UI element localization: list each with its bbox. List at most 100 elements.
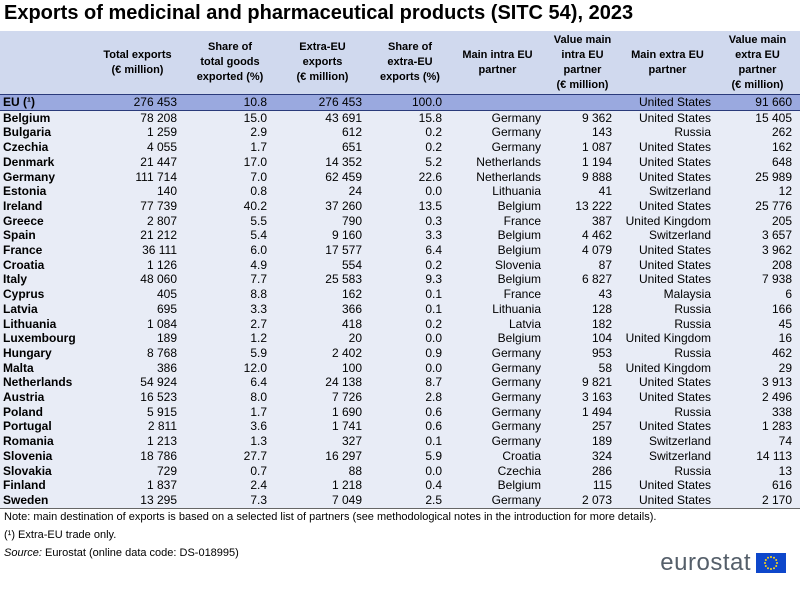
- table-cell: 2 170: [715, 492, 800, 509]
- table-row: Poland 5 915 1.7 1 690 0.6 Germany 1 494 Russia…: [0, 404, 800, 420]
- table-cell: 7 726: [331, 390, 362, 405]
- table-cell: 8.0: [250, 390, 267, 405]
- row-label-cell: Poland: [3, 404, 44, 419]
- row-label-cell: France: [3, 243, 43, 258]
- table-cell: Belgium: [497, 331, 541, 346]
- table-cell: 1.2: [250, 331, 267, 346]
- table-row: Lithuania 1 084 2.7 418 0.2 Latvia 182 Russia 45: [0, 316, 800, 332]
- table-cell: 14 352: [325, 154, 362, 169]
- eu-stars-icon: [764, 556, 778, 570]
- table-cell: 6.4: [250, 375, 267, 390]
- table-cell: 0.4: [425, 478, 442, 493]
- table-cell: 27.7: [243, 448, 267, 463]
- table-cell: 286: [591, 463, 612, 478]
- table-cell: 3 913: [761, 375, 792, 390]
- table-cell: 5.4: [250, 228, 267, 243]
- table-cell: 9 821: [581, 375, 612, 390]
- table-cell: 0.0: [425, 331, 442, 346]
- table-row: Germany 111 714 7.0 62 459 22.6 Netherlands 9 …: [0, 169, 800, 185]
- column-header: Value main extra EU partner (€ million): [715, 31, 800, 95]
- table-row: France 36 111 6.0 17 577 6.4 Belgium 4 079 Unit…: [0, 243, 800, 258]
- table-cell: Germany: [491, 375, 541, 390]
- table-cell: 45: [778, 316, 792, 331]
- table-cell: 0.2: [425, 316, 442, 331]
- table-cell: Lithuania: [492, 301, 541, 316]
- table-cell: Switzerland: [648, 448, 711, 463]
- table-cell: 87: [598, 257, 612, 272]
- table-cell: 790: [341, 213, 362, 228]
- table-cell: Germany: [491, 125, 541, 140]
- table-cell: Germany: [491, 360, 541, 375]
- table-cell: 0.8: [250, 184, 267, 199]
- table-cell: 21 212: [140, 228, 177, 243]
- eu-star: [767, 556, 769, 559]
- table-cell: United States: [638, 169, 711, 184]
- table-cell: 40.2: [243, 198, 267, 213]
- table-cell: 18 786: [140, 448, 177, 463]
- table-cell: 74: [778, 434, 792, 449]
- eu-star: [770, 568, 772, 570]
- footnote: (¹) Extra-EU trade only.: [4, 529, 117, 541]
- table-cell: 9 160: [331, 228, 362, 243]
- source-text: Eurostat (online data code: DS-018995): [41, 547, 239, 559]
- table-cell: 10.8: [185, 94, 275, 111]
- table-cell: 17 577: [325, 243, 362, 258]
- table-cell: 78 208: [140, 110, 177, 125]
- table-row: Latvia 695 3.3 366 0.1 Lithuania 128 Russia 166: [0, 301, 800, 317]
- table-cell: [450, 94, 545, 111]
- table-cell: Belgium: [497, 198, 541, 213]
- table-cell: 1 259: [146, 125, 177, 140]
- table-cell: 327: [341, 434, 362, 449]
- eurostat-logo: eurostat: [660, 549, 786, 577]
- table-row: Finland 1 837 2.4 1 218 0.4 Belgium 115 United …: [0, 478, 800, 493]
- table-cell: 22.6: [418, 169, 442, 184]
- table-cell: 205: [771, 213, 792, 228]
- table-cell: 0.1: [425, 301, 442, 316]
- table-row: Bulgaria 1 259 2.9 612 0.2 Germany 143 Russia 26…: [0, 125, 800, 141]
- table-cell: 5.9: [425, 448, 442, 463]
- table-row: Slovakia 729 0.7 88 0.0 Czechia 286 Russia 13: [0, 463, 800, 479]
- table-cell: United States: [638, 243, 711, 258]
- row-label-cell: Ireland: [3, 198, 43, 213]
- table-cell: 2.5: [370, 492, 450, 509]
- table-cell: Belgium: [497, 243, 541, 258]
- table-row: Ireland 77 739 40.2 37 260 13.5 Belgium 13 222…: [0, 198, 800, 214]
- table-cell: 14 113: [756, 448, 792, 463]
- table-cell: 612: [341, 125, 362, 140]
- eu-star: [776, 562, 778, 564]
- table-cell: 9 888: [581, 169, 612, 184]
- table-cell: 104: [591, 331, 612, 346]
- table-cell: 2 807: [146, 213, 177, 228]
- table-cell: 953: [591, 345, 612, 360]
- table-cell: Czechia: [497, 463, 541, 478]
- row-label-cell: Bulgaria: [3, 125, 52, 140]
- table-cell: 8.7: [425, 375, 442, 390]
- table-cell: Latvia: [508, 316, 541, 331]
- table-row: Romania 1 213 1.3 327 0.1 Germany 189 Switzerla…: [0, 434, 800, 449]
- table-cell: 7.3: [185, 492, 275, 509]
- table-cell: 9 362: [581, 110, 612, 125]
- table-cell: 7 049: [275, 492, 370, 509]
- column-header: Main extra EU partner: [620, 31, 715, 95]
- table-cell: 7.0: [250, 169, 267, 184]
- table-cell: 1 126: [146, 257, 177, 272]
- row-label-cell: Belgium: [3, 110, 51, 125]
- table-cell: 100: [341, 360, 362, 375]
- row-label-cell: Finland: [3, 478, 46, 493]
- table-cell: 88: [348, 463, 362, 478]
- table-cell: United States: [620, 492, 715, 509]
- table-cell: United States: [638, 257, 711, 272]
- table-cell: 15.0: [243, 110, 267, 125]
- row-label-cell: Sweden: [0, 492, 90, 509]
- table-cell: 0.6: [425, 404, 442, 419]
- table-cell: 91 660: [715, 94, 800, 111]
- table-cell: 1 690: [331, 404, 362, 419]
- table-cell: 7 938: [761, 272, 792, 287]
- table-cell: 0.2: [425, 125, 442, 140]
- table-cell: 0.6: [425, 419, 442, 434]
- table-cell: 2 811: [147, 419, 177, 434]
- row-label-cell: Croatia: [3, 257, 45, 272]
- table-cell: 1.3: [250, 434, 267, 449]
- row-label-cell: Luxembourg: [3, 331, 76, 346]
- table-cell: 6 827: [581, 272, 612, 287]
